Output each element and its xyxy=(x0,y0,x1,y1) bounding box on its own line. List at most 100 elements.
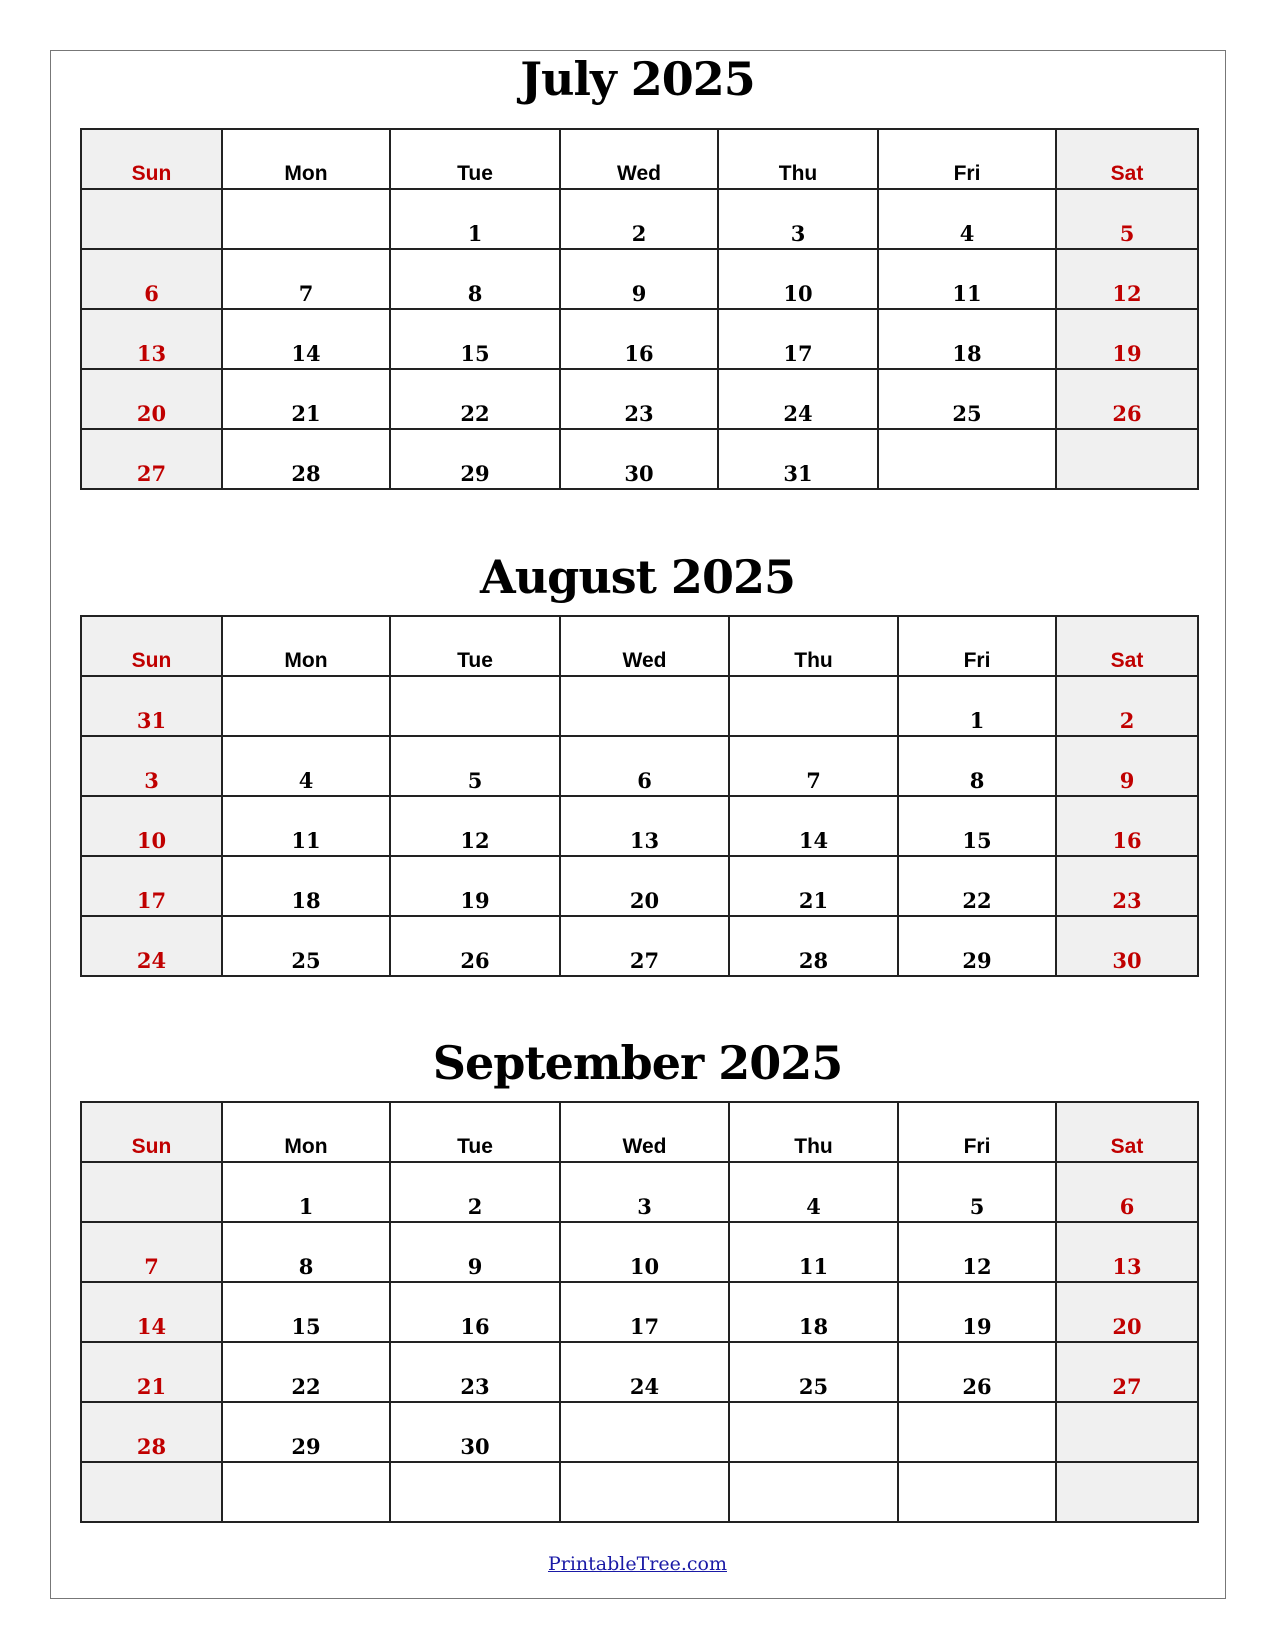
empty-day-cell xyxy=(728,675,899,737)
day-cell: 27 xyxy=(559,915,730,977)
weekday-header: Fri xyxy=(897,615,1057,677)
day-cell: 2 xyxy=(1055,675,1199,737)
empty-day-cell xyxy=(559,1461,730,1523)
week-row: 14 15 16 17 18 19 20 xyxy=(80,1281,1199,1343)
day-cell: 19 xyxy=(389,855,561,917)
weekday-header: Sun xyxy=(80,615,223,677)
day-cell: 5 xyxy=(897,1161,1057,1223)
day-cell: 16 xyxy=(389,1281,561,1343)
day-cell: 19 xyxy=(1055,308,1199,370)
week-row: 24 25 26 27 28 29 30 xyxy=(80,915,1199,977)
day-cell: 2 xyxy=(389,1161,561,1223)
weekday-header: Mon xyxy=(221,615,391,677)
day-cell: 8 xyxy=(221,1221,391,1283)
empty-day-cell xyxy=(559,1401,730,1463)
month-title: July 2025 xyxy=(520,52,755,106)
day-cell: 25 xyxy=(728,1341,899,1403)
day-cell: 7 xyxy=(80,1221,223,1283)
day-cell: 23 xyxy=(559,368,719,430)
day-cell: 12 xyxy=(389,795,561,857)
day-cell: 16 xyxy=(1055,795,1199,857)
empty-day-cell xyxy=(559,675,730,737)
day-cell: 8 xyxy=(897,735,1057,797)
empty-day-cell xyxy=(221,1461,391,1523)
day-cell: 29 xyxy=(897,915,1057,977)
day-cell: 23 xyxy=(389,1341,561,1403)
day-cell: 12 xyxy=(897,1221,1057,1283)
day-cell: 3 xyxy=(80,735,223,797)
day-cell: 28 xyxy=(80,1401,223,1463)
day-cell: 9 xyxy=(1055,735,1199,797)
day-cell: 3 xyxy=(559,1161,730,1223)
weekday-header: Mon xyxy=(221,128,391,190)
day-cell: 22 xyxy=(389,368,561,430)
day-cell: 22 xyxy=(897,855,1057,917)
day-cell: 7 xyxy=(728,735,899,797)
day-cell: 18 xyxy=(221,855,391,917)
day-cell: 17 xyxy=(80,855,223,917)
day-cell: 25 xyxy=(221,915,391,977)
day-cell: 24 xyxy=(80,915,223,977)
weekday-header: Tue xyxy=(389,615,561,677)
empty-day-cell xyxy=(221,188,391,250)
weekday-header-row: Sun Mon Tue Wed Thu Fri Sat xyxy=(80,128,1199,190)
day-cell: 18 xyxy=(877,308,1057,370)
weekday-header: Wed xyxy=(559,615,730,677)
weekday-header: Tue xyxy=(389,128,561,190)
day-cell: 29 xyxy=(221,1401,391,1463)
day-cell: 14 xyxy=(221,308,391,370)
day-cell: 13 xyxy=(80,308,223,370)
day-cell: 31 xyxy=(80,675,223,737)
day-cell: 21 xyxy=(728,855,899,917)
day-cell: 11 xyxy=(728,1221,899,1283)
empty-day-cell xyxy=(728,1461,899,1523)
day-cell: 21 xyxy=(80,1341,223,1403)
day-cell: 6 xyxy=(1055,1161,1199,1223)
day-cell: 7 xyxy=(221,248,391,310)
empty-day-cell xyxy=(389,1461,561,1523)
day-cell: 20 xyxy=(80,368,223,430)
month-grid: Sun Mon Tue Wed Thu Fri Sat 31 1 2 3 4 5 6 7 8 9 10 11 12 13… xyxy=(80,615,1199,977)
day-cell: 14 xyxy=(80,1281,223,1343)
day-cell: 1 xyxy=(221,1161,391,1223)
weekday-header: Fri xyxy=(897,1101,1057,1163)
day-cell: 30 xyxy=(1055,915,1199,977)
month-title: September 2025 xyxy=(432,1036,844,1090)
day-cell: 23 xyxy=(1055,855,1199,917)
day-cell: 6 xyxy=(559,735,730,797)
day-cell: 1 xyxy=(389,188,561,250)
empty-day-cell xyxy=(728,1401,899,1463)
empty-day-cell xyxy=(80,1161,223,1223)
week-row: 21 22 23 24 25 26 27 xyxy=(80,1341,1199,1403)
week-row: 10 11 12 13 14 15 16 xyxy=(80,795,1199,857)
day-cell: 27 xyxy=(80,428,223,490)
day-cell: 26 xyxy=(389,915,561,977)
day-cell: 13 xyxy=(1055,1221,1199,1283)
week-row: 28 29 30 xyxy=(80,1401,1199,1463)
weekday-header: Sat xyxy=(1055,1101,1199,1163)
day-cell: 21 xyxy=(221,368,391,430)
day-cell: 10 xyxy=(559,1221,730,1283)
day-cell: 20 xyxy=(1055,1281,1199,1343)
day-cell: 4 xyxy=(728,1161,899,1223)
month-grid: Sun Mon Tue Wed Thu Fri Sat 1 2 3 4 5 6 7 8 9 10 11 12 13 14… xyxy=(80,128,1199,490)
day-cell: 4 xyxy=(877,188,1057,250)
empty-day-cell xyxy=(389,675,561,737)
day-cell: 26 xyxy=(1055,368,1199,430)
day-cell: 5 xyxy=(1055,188,1199,250)
day-cell: 29 xyxy=(389,428,561,490)
month-title: August 2025 xyxy=(480,550,796,604)
weekday-header: Wed xyxy=(559,1101,730,1163)
empty-day-cell xyxy=(1055,428,1199,490)
weekday-header-row: Sun Mon Tue Wed Thu Fri Sat xyxy=(80,1101,1199,1163)
day-cell: 6 xyxy=(80,248,223,310)
weekday-header-row: Sun Mon Tue Wed Thu Fri Sat xyxy=(80,615,1199,677)
weekday-header: Wed xyxy=(559,128,719,190)
day-cell: 24 xyxy=(717,368,879,430)
printabletree-link[interactable]: PrintableTree.com xyxy=(547,1553,727,1575)
day-cell: 16 xyxy=(559,308,719,370)
weekday-header: Sat xyxy=(1055,615,1199,677)
weekday-header: Mon xyxy=(221,1101,391,1163)
